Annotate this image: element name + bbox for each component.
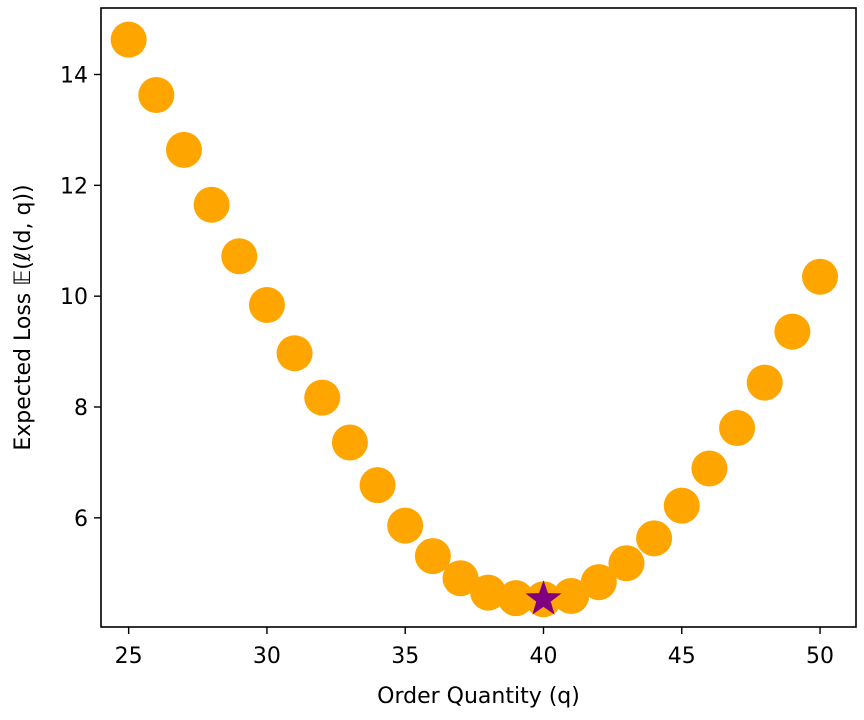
data-point [138,77,175,114]
data-point [165,131,202,168]
plot-frame [100,7,857,628]
data-point [442,560,479,597]
data-point [691,450,728,487]
x-tick-label: 25 [115,644,143,669]
data-point [774,313,811,350]
y-tick-label: 8 [74,396,88,421]
data-point [719,410,756,447]
data-point [470,574,507,611]
x-tick-label: 40 [529,644,557,669]
data-point [193,186,230,223]
x-tick-label: 45 [668,644,696,669]
y-tick-label: 12 [60,174,88,199]
data-point [497,580,534,617]
data-point [580,564,617,601]
data-point [636,520,673,557]
y-axis-ticks: 6 8 10 12 14 [60,63,101,532]
data-point [359,467,396,504]
data-point [276,335,313,372]
data-point [746,364,783,401]
data-point [221,238,258,275]
y-tick-label: 10 [60,285,88,310]
minimum-star-marker [525,580,562,615]
y-tick-label: 6 [74,507,88,532]
data-point [248,287,285,324]
data-point [387,507,424,544]
y-tick-label: 14 [60,63,88,88]
data-point [802,258,839,295]
data-point [414,538,451,575]
data-point [553,577,590,614]
data-point [110,21,147,58]
data-point [608,545,645,582]
x-axis-label: Order Quantity (q) [377,684,580,709]
x-tick-label: 35 [391,644,419,669]
y-axis-label: Expected Loss 𝔼(ℓ(d, q)) [11,184,36,450]
data-point [331,424,368,461]
data-point [663,487,700,524]
x-tick-label: 30 [253,644,281,669]
data-points [110,21,839,618]
data-point [304,379,341,416]
x-tick-label: 50 [806,644,834,669]
x-axis-ticks: 25 30 35 40 45 50 [115,627,834,669]
